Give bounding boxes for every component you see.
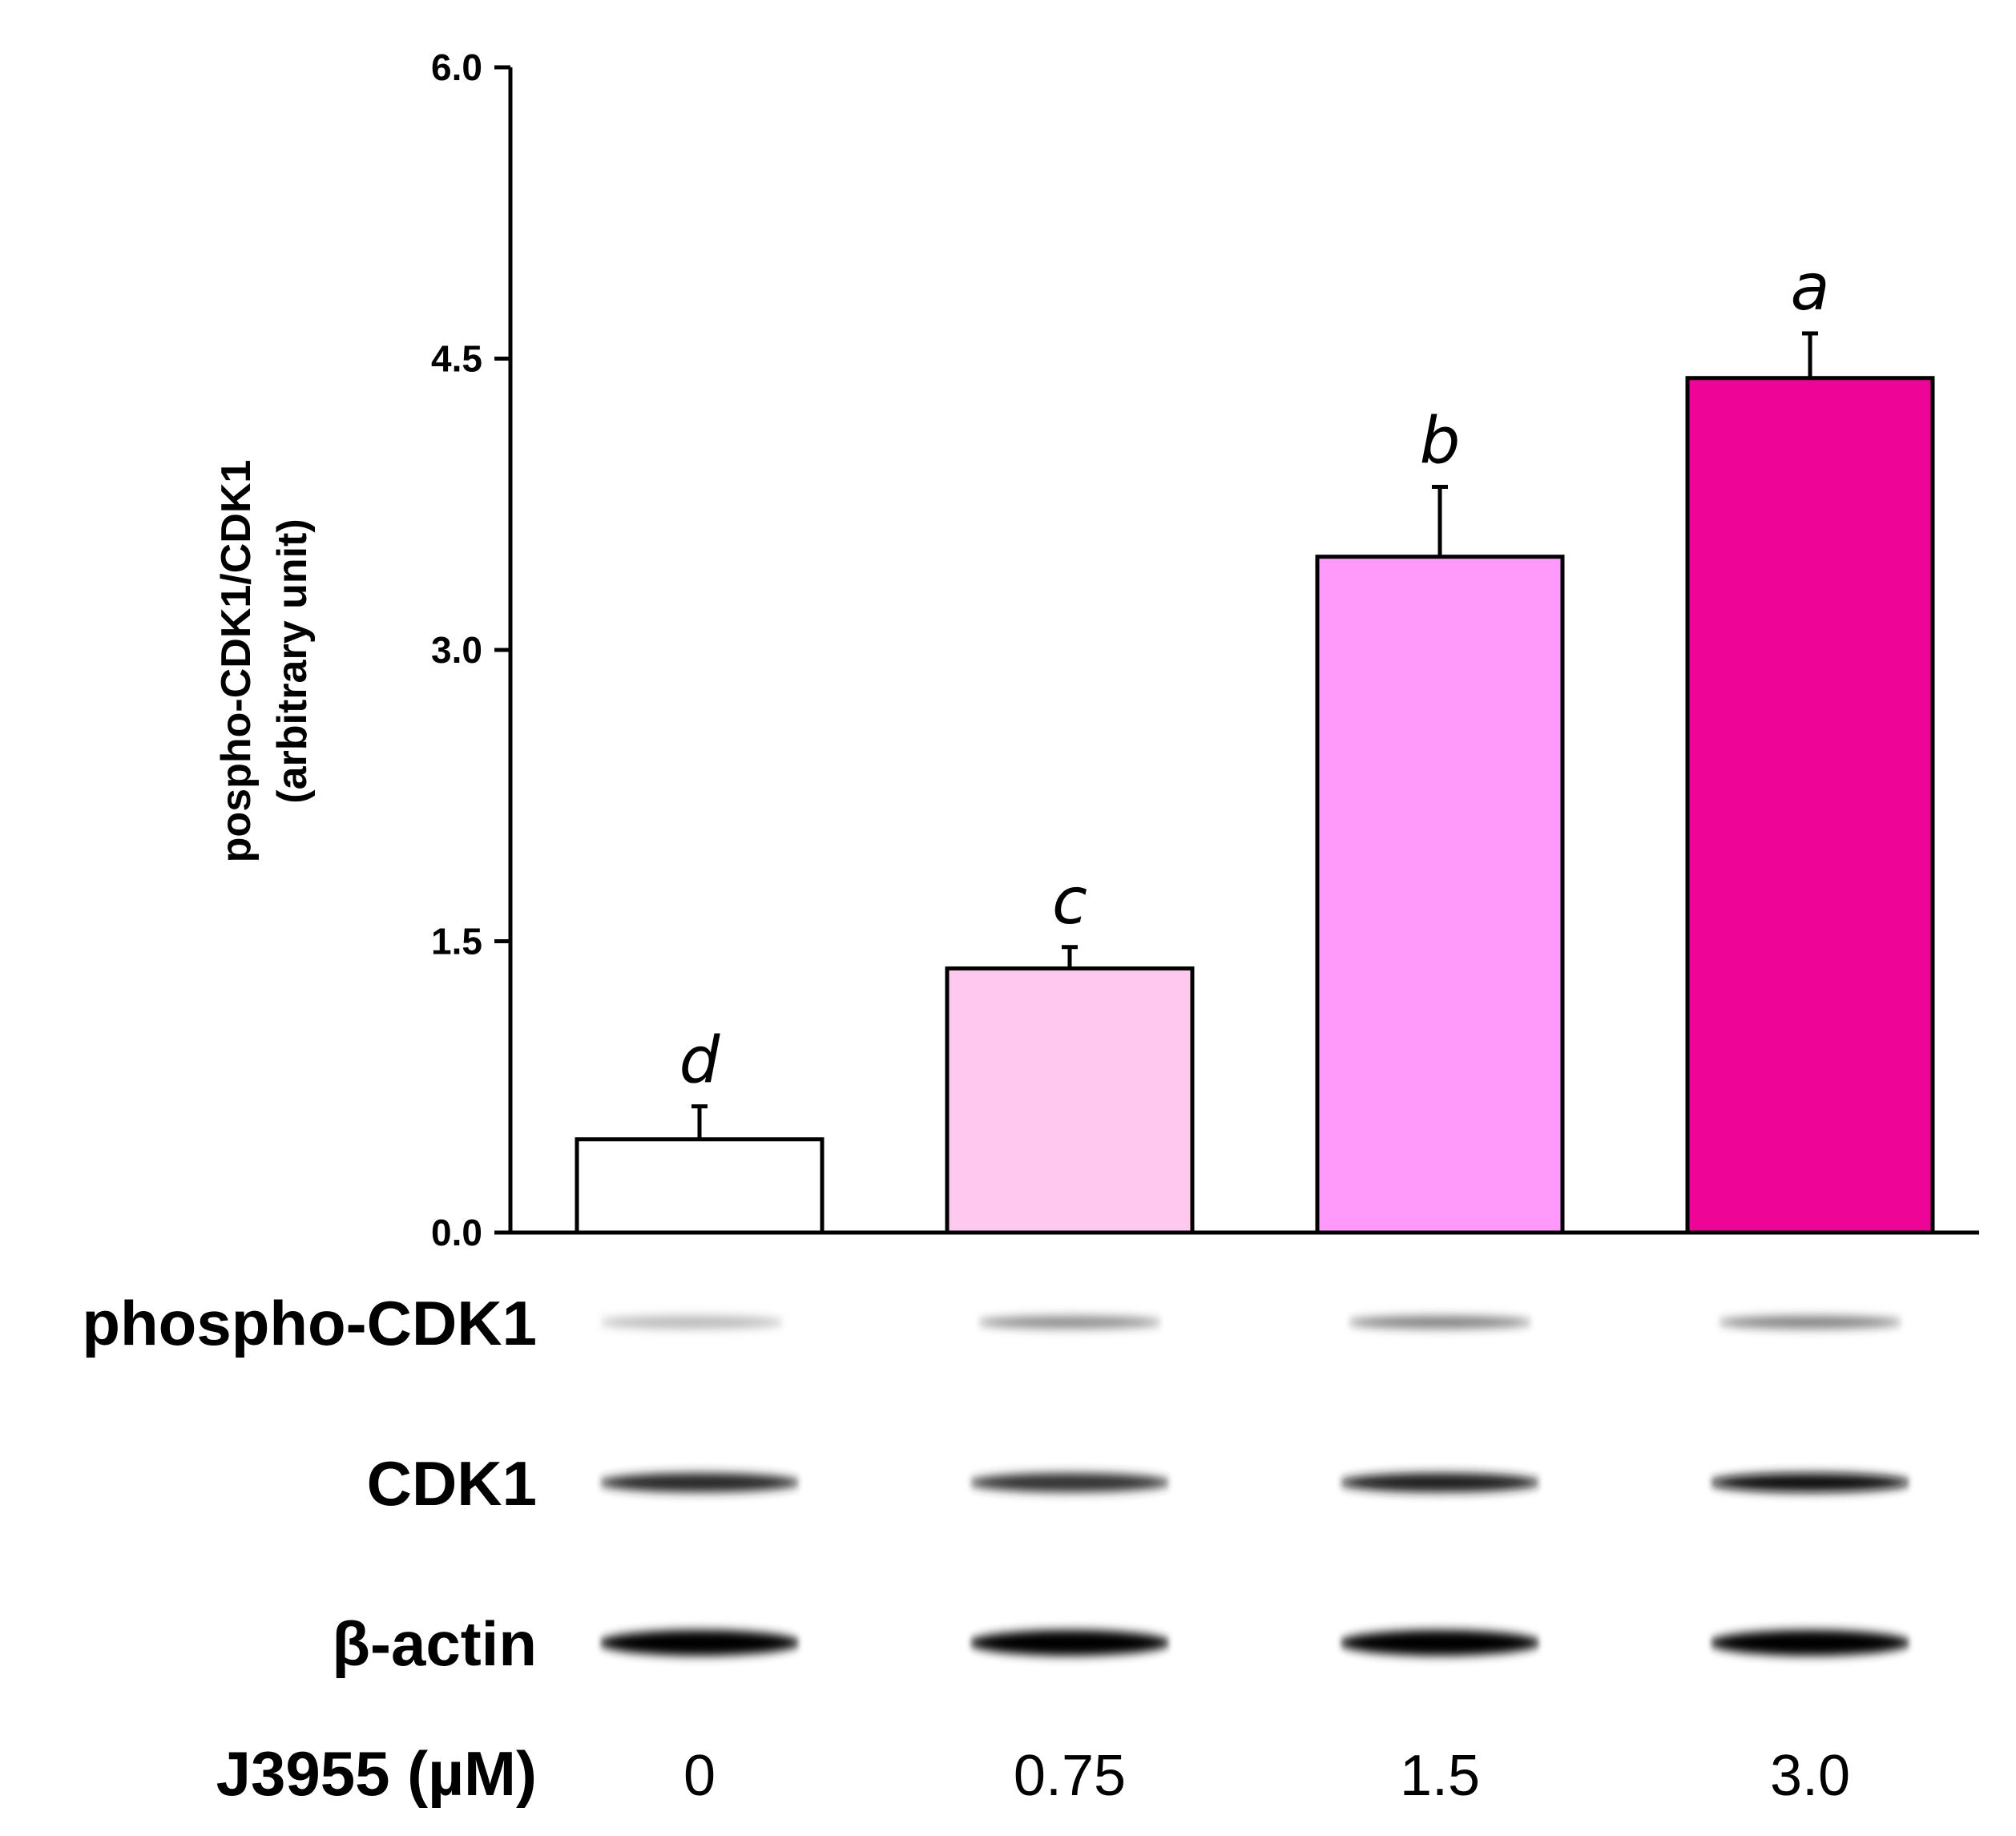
blot-row-labels: phospho-CDK1 CDK1 β-actin: [82, 1288, 537, 1679]
blot-bands: [599, 1316, 1910, 1656]
x-tick-label: 1.5: [1400, 1744, 1480, 1808]
y-tick-label: 1.5: [431, 921, 482, 962]
blot-band: [599, 1316, 784, 1329]
blot-band: [1340, 1630, 1540, 1656]
blot-row-label: β-actin: [332, 1608, 537, 1679]
y-axis-label-line1: pospho-CDK1/CDK1: [213, 460, 260, 863]
y-tick-label: 3.0: [431, 629, 482, 671]
blot-band: [599, 1630, 800, 1656]
x-tick-label: 3.0: [1770, 1744, 1850, 1808]
y-axis-ticks: 0.0 1.5 3.0 4.5 6.0: [431, 46, 510, 1253]
western-blot-panel: phospho-CDK1 CDK1 β-actin J3955 (µM) 0 0.75…: [82, 1288, 1910, 1809]
blot-band: [970, 1473, 1170, 1492]
bar-chart: 0.0 1.5 3.0 4.5 6.0 d c b a pospho-CDK1/CDK1 (a…: [213, 46, 1979, 1253]
significance-label: d: [679, 1023, 721, 1097]
blot-band: [1340, 1473, 1540, 1492]
blot-band: [1710, 1473, 1910, 1492]
blot-band: [1718, 1316, 1902, 1329]
blot-band: [599, 1473, 800, 1492]
bar-3.0: [1685, 376, 1935, 1235]
blot-band: [1710, 1630, 1910, 1656]
x-tick-label: 0: [683, 1744, 716, 1808]
y-tick-label: 4.5: [431, 338, 482, 380]
y-axis-label-line2: (arbitrary unit): [269, 519, 316, 803]
blot-row-label: CDK1: [367, 1448, 537, 1519]
significance-label: a: [1790, 250, 1829, 325]
x-axis-label: J3955 (µM): [216, 1738, 537, 1809]
blot-row-label: phospho-CDK1: [82, 1288, 537, 1358]
significance-labels: d c b a: [679, 250, 1830, 1097]
error-bars: [691, 331, 1818, 1140]
concentration-labels: 0 0.75 1.5 3.0: [683, 1744, 1850, 1808]
blot-band: [978, 1316, 1162, 1329]
y-tick-label: 6.0: [431, 46, 482, 88]
bar-0.75: [945, 966, 1195, 1235]
x-tick-label: 0.75: [1014, 1744, 1126, 1808]
significance-label: b: [1420, 403, 1461, 478]
blot-band: [970, 1630, 1170, 1656]
blot-band: [1348, 1316, 1532, 1329]
bars: [575, 376, 1935, 1235]
bar-0: [575, 1137, 825, 1235]
significance-label: c: [1052, 864, 1087, 938]
y-tick-label: 0.0: [431, 1212, 482, 1253]
bar-1.5: [1315, 555, 1565, 1235]
